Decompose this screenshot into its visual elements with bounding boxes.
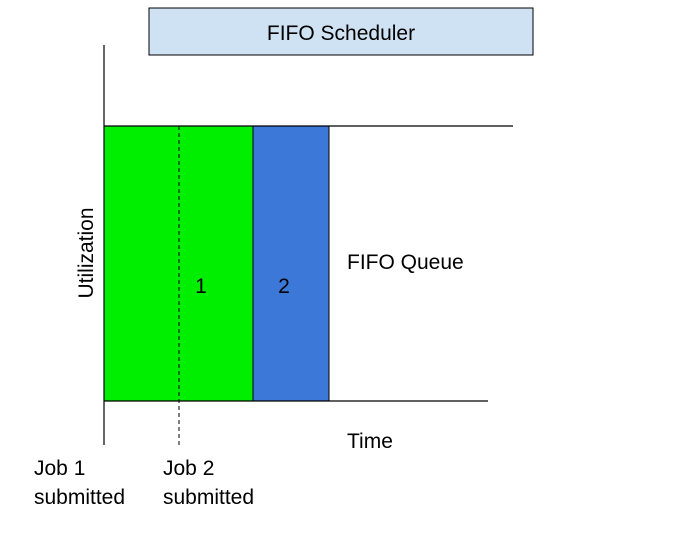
diagram-title: FIFO Scheduler (267, 22, 415, 45)
job-2-submitted-line1: Job 2 (163, 457, 214, 480)
job-1-submitted-line2: submitted (34, 486, 125, 509)
y-axis-label: Utilization (75, 207, 98, 298)
job-2-block (252, 125, 330, 402)
job-2-submitted-line2: submitted (163, 486, 254, 509)
title-box: FIFO Scheduler (148, 7, 534, 56)
job-2-label: 2 (278, 275, 290, 298)
job-1-label: 1 (195, 275, 207, 298)
x-axis-label: Time (347, 430, 393, 453)
title-box-background (148, 7, 534, 56)
job-1-submitted-line1: Job 1 (34, 457, 85, 480)
fifo-queue-label: FIFO Queue (347, 251, 464, 274)
